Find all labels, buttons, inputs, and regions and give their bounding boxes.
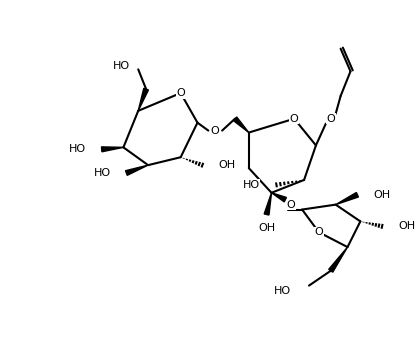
Polygon shape [101, 147, 123, 152]
Polygon shape [233, 117, 249, 133]
Polygon shape [271, 193, 286, 202]
Text: HO: HO [274, 286, 291, 295]
Text: O: O [176, 88, 185, 98]
Polygon shape [126, 165, 148, 175]
Text: OH: OH [218, 160, 235, 170]
Text: HO: HO [243, 180, 260, 190]
Polygon shape [264, 193, 271, 215]
Text: HO: HO [113, 61, 131, 71]
Text: OH: OH [373, 190, 390, 200]
Polygon shape [138, 88, 148, 111]
Text: O: O [211, 126, 220, 135]
Text: O: O [287, 199, 296, 210]
Text: O: O [314, 227, 323, 237]
Text: HO: HO [93, 168, 111, 178]
Text: HO: HO [69, 144, 86, 154]
Polygon shape [336, 193, 359, 205]
Text: O: O [290, 114, 299, 124]
Text: OH: OH [398, 221, 415, 231]
Text: OH: OH [258, 223, 275, 233]
Text: O: O [327, 114, 335, 124]
Polygon shape [329, 247, 347, 272]
